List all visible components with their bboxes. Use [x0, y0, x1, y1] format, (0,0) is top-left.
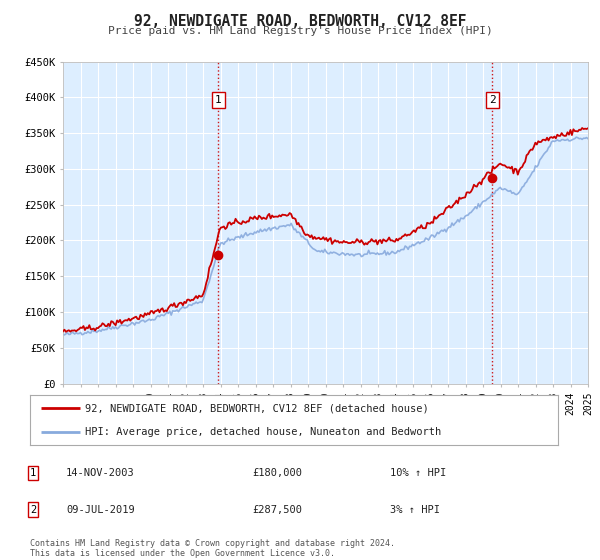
Text: 1: 1 [30, 468, 36, 478]
Text: 09-JUL-2019: 09-JUL-2019 [66, 505, 135, 515]
Text: £287,500: £287,500 [252, 505, 302, 515]
Text: 2: 2 [489, 95, 496, 105]
Text: HPI: Average price, detached house, Nuneaton and Bedworth: HPI: Average price, detached house, Nune… [85, 427, 442, 437]
Text: Contains HM Land Registry data © Crown copyright and database right 2024.
This d: Contains HM Land Registry data © Crown c… [30, 539, 395, 558]
Text: 1: 1 [215, 95, 221, 105]
Text: £180,000: £180,000 [252, 468, 302, 478]
Text: 2: 2 [30, 505, 36, 515]
Text: Price paid vs. HM Land Registry's House Price Index (HPI): Price paid vs. HM Land Registry's House … [107, 26, 493, 36]
Text: 10% ↑ HPI: 10% ↑ HPI [390, 468, 446, 478]
Text: 92, NEWDIGATE ROAD, BEDWORTH, CV12 8EF (detached house): 92, NEWDIGATE ROAD, BEDWORTH, CV12 8EF (… [85, 403, 429, 413]
Text: 92, NEWDIGATE ROAD, BEDWORTH, CV12 8EF: 92, NEWDIGATE ROAD, BEDWORTH, CV12 8EF [134, 14, 466, 29]
Text: 14-NOV-2003: 14-NOV-2003 [66, 468, 135, 478]
Text: 3% ↑ HPI: 3% ↑ HPI [390, 505, 440, 515]
